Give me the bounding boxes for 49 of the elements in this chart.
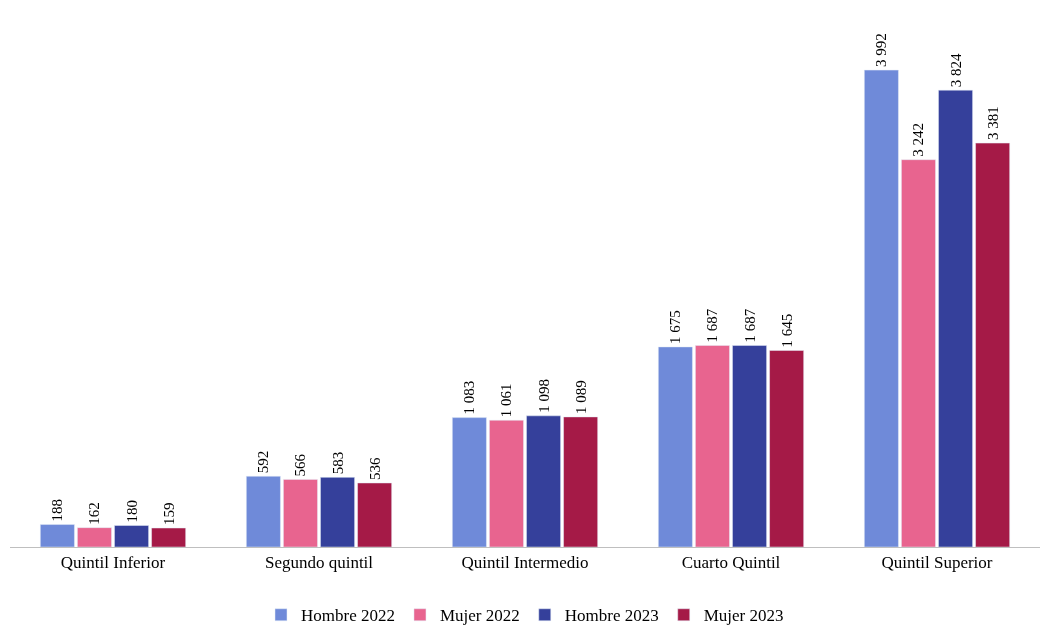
data-label: 162 [86,502,103,525]
data-label: 159 [160,502,177,526]
data-label: 592 [255,450,272,474]
x-tick-label: Quintil Superior [881,553,993,573]
bar [975,142,1010,547]
legend-label: Hombre 2022 [301,606,395,626]
legend-label: Mujer 2023 [703,606,784,626]
bar [526,415,561,547]
data-label: 1 098 [535,379,552,413]
bar [357,482,392,547]
bar [864,69,899,547]
x-tick-label: Quintil Intermedio [461,553,589,573]
data-label: 536 [366,456,383,480]
data-label: 1 645 [778,313,795,348]
data-label: 1 687 [741,308,758,343]
data-label: 180 [123,500,140,523]
x-tick-label: Quintil Inferior [60,553,166,573]
data-label: 3 992 [873,33,890,68]
bar [769,350,804,547]
legend-label: Hombre 2023 [564,606,659,626]
data-label: 1 083 [461,380,478,415]
bar [40,524,75,547]
data-label: 583 [329,451,346,475]
data-label: 1 687 [704,308,721,343]
data-label: 3 242 [910,122,927,157]
bar [732,345,767,547]
data-label: 566 [292,453,309,477]
bar [452,417,487,547]
legend-label: Mujer 2022 [439,606,520,626]
data-label: 3 824 [947,53,964,88]
data-label: 1 675 [667,310,684,344]
bar [114,525,149,547]
data-label: 1 061 [498,383,515,418]
bar [151,527,186,547]
bar [489,420,524,547]
bar [563,416,598,547]
bar [246,476,281,547]
bar [320,477,355,547]
x-tick-label: Cuarto Quintil [681,553,781,573]
bar [938,89,973,547]
bar [695,345,730,547]
x-tick-label: Segundo quintil [264,553,374,573]
data-label: 188 [49,499,66,522]
data-label: 1 089 [572,380,589,414]
bar [77,527,112,547]
bar [901,159,936,547]
bar [658,346,693,547]
data-label: 3 381 [984,106,1001,141]
bar [283,479,318,547]
